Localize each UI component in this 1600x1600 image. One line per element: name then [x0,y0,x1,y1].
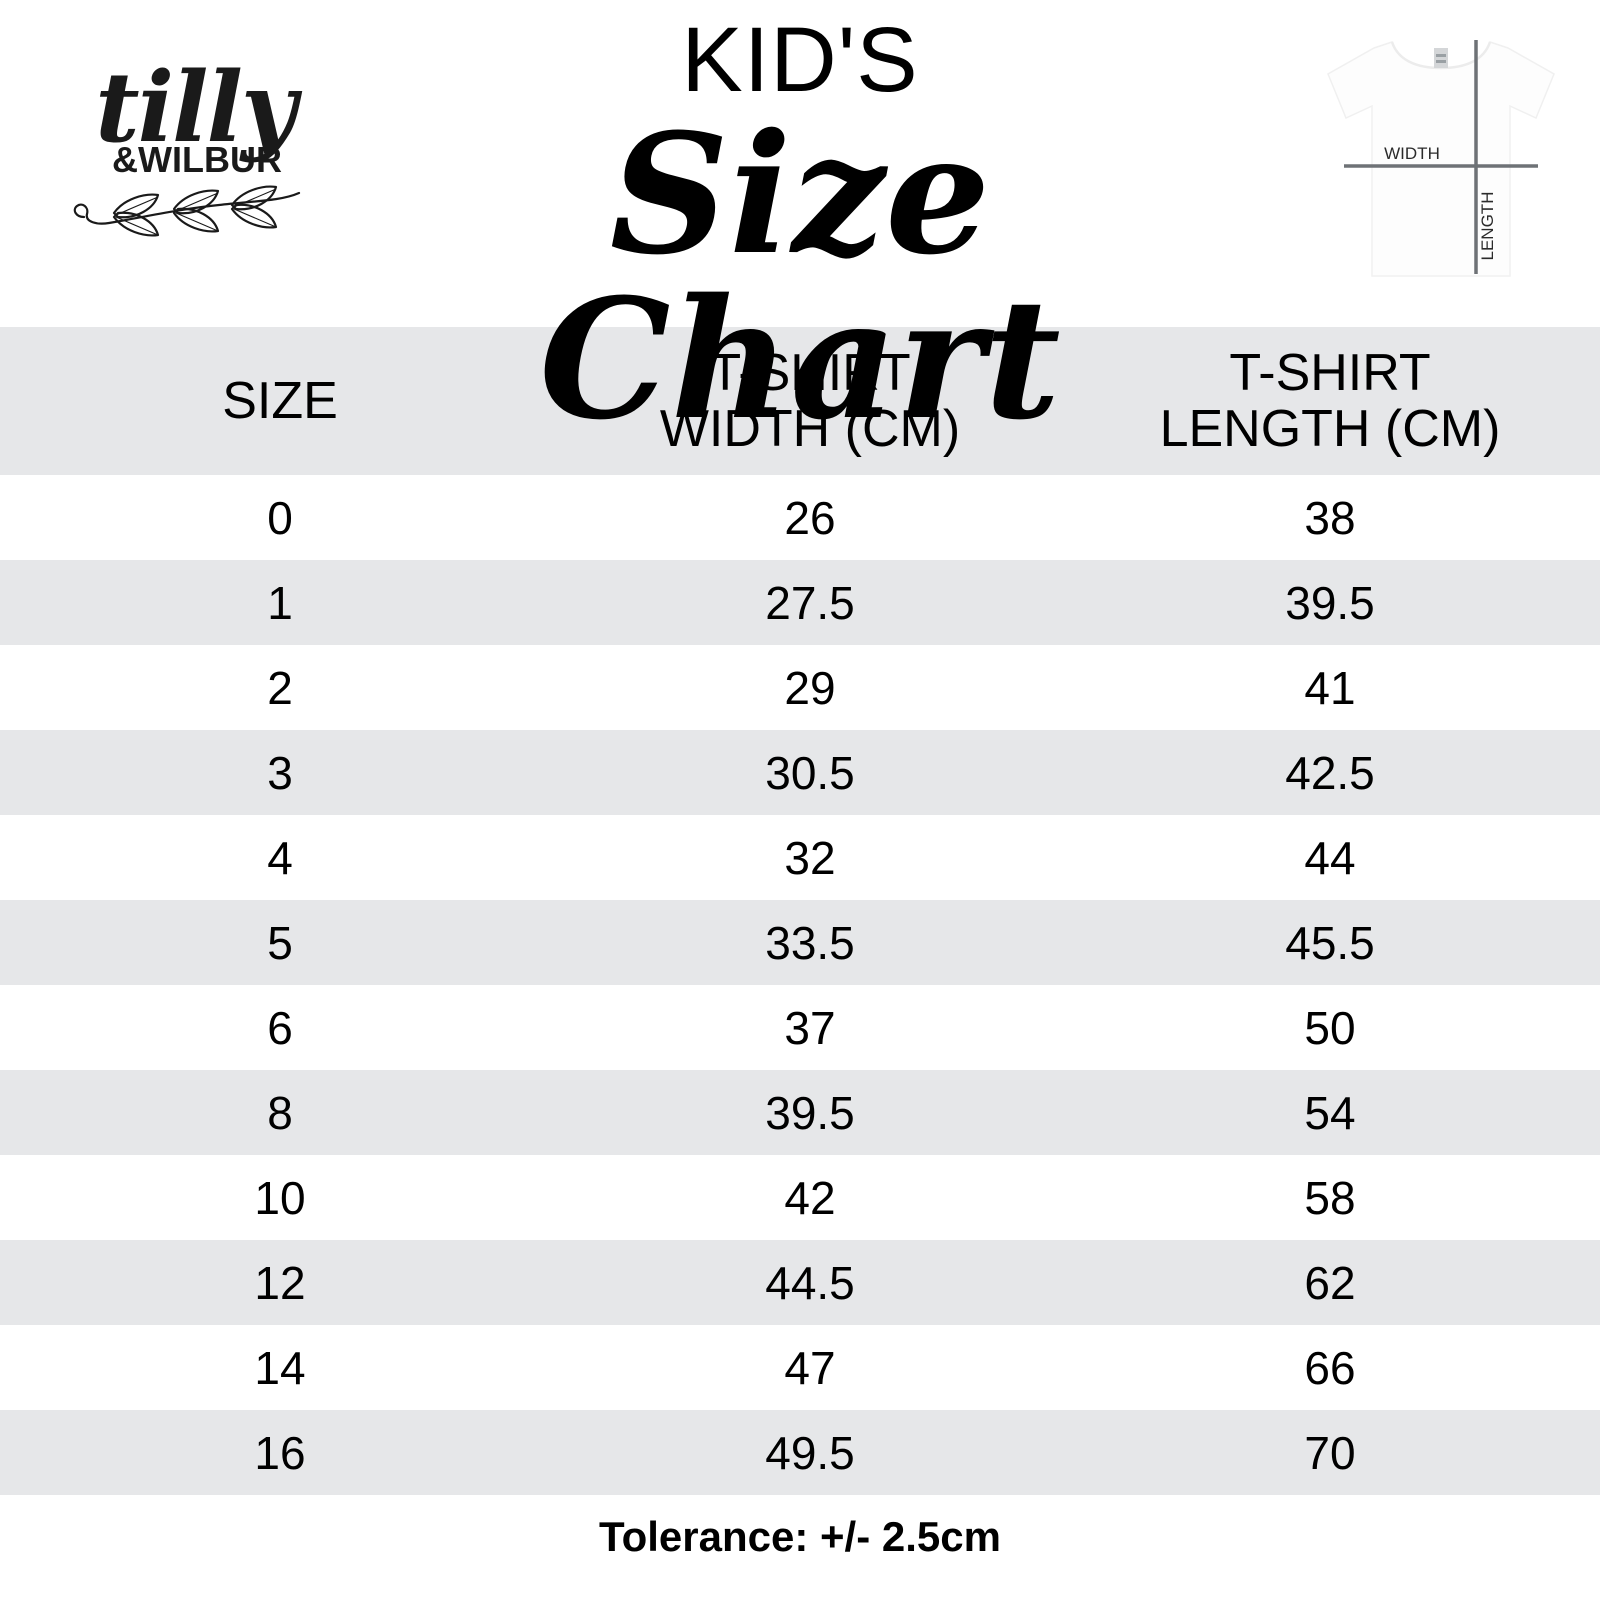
width-label: WIDTH [1384,144,1440,163]
cell-length: 41 [1060,645,1600,730]
cell-length: 70 [1060,1410,1600,1495]
cell-size: 16 [0,1410,560,1495]
cell-width: 37 [560,985,1060,1070]
table-row: 10 42 58 [0,1155,1600,1240]
cell-size: 0 [0,475,560,560]
cell-length: 44 [1060,815,1600,900]
tshirt-icon: WIDTH LENGTH [1327,40,1555,277]
table-row: 2 29 41 [0,645,1600,730]
table-row: 4 32 44 [0,815,1600,900]
tshirt-measurement-diagram: WIDTH LENGTH [1316,26,1566,284]
table-row: 6 37 50 [0,985,1600,1070]
cell-width: 44.5 [560,1240,1060,1325]
table-row: 12 44.5 62 [0,1240,1600,1325]
table-header: SIZE T-SHIRT WIDTH (CM) T-SHIRT LENGTH (… [0,327,1600,475]
cell-length: 38 [1060,475,1600,560]
cell-size: 6 [0,985,560,1070]
cell-length: 66 [1060,1325,1600,1410]
cell-length: 50 [1060,985,1600,1070]
table-row: 8 39.5 54 [0,1070,1600,1155]
cell-size: 12 [0,1240,560,1325]
size-chart-table: SIZE T-SHIRT WIDTH (CM) T-SHIRT LENGTH (… [0,327,1600,1495]
table-row: 1 27.5 39.5 [0,560,1600,645]
cell-size: 5 [0,900,560,985]
leaf-branch-icon [66,183,322,244]
cell-length: 54 [1060,1070,1600,1155]
cell-length: 39.5 [1060,560,1600,645]
cell-width: 49.5 [560,1410,1060,1495]
column-header-width-line1: T-SHIRT [709,343,911,402]
column-header-length: T-SHIRT LENGTH (CM) [1060,327,1600,475]
cell-size: 8 [0,1070,560,1155]
column-header-width-line2: WIDTH (CM) [659,400,961,458]
cell-width: 30.5 [560,730,1060,815]
table-row: 5 33.5 45.5 [0,900,1600,985]
column-header-length-line2: LENGTH (CM) [1159,400,1501,458]
cell-size: 1 [0,560,560,645]
length-label: LENGTH [1478,192,1497,261]
cell-size: 10 [0,1155,560,1240]
column-header-length-line1: T-SHIRT [1229,343,1431,402]
column-header-size: SIZE [0,327,560,475]
table-header-row: SIZE T-SHIRT WIDTH (CM) T-SHIRT LENGTH (… [0,327,1600,475]
table-row: 0 26 38 [0,475,1600,560]
table-row: 14 47 66 [0,1325,1600,1410]
title-block: KID'S Size Chart [330,0,1270,442]
page-title: Size Chart [539,97,1061,456]
tolerance-note: Tolerance: +/- 2.5cm [599,1513,1001,1560]
brand-logo: tilly &WILBUR [62,51,322,262]
cell-width: 29 [560,645,1060,730]
page-header: tilly &WILBUR KID'S Size Cha [0,0,1600,442]
cell-width: 27.5 [560,560,1060,645]
cell-length: 58 [1060,1155,1600,1240]
table-row: 16 49.5 70 [0,1410,1600,1495]
cell-size: 4 [0,815,560,900]
brand-name-sub: &WILBUR [112,139,282,181]
cell-size: 14 [0,1325,560,1410]
cell-size: 2 [0,645,560,730]
table-body: 0 26 38 1 27.5 39.5 2 29 41 3 30.5 42.5 4 32 44 5 33.5 45… [0,475,1600,1495]
cell-length: 62 [1060,1240,1600,1325]
cell-width: 42 [560,1155,1060,1240]
brand-name-script: tilly [95,51,297,164]
cell-width: 33.5 [560,900,1060,985]
table-row: 3 30.5 42.5 [0,730,1600,815]
column-header-size-label: SIZE [222,371,338,430]
cell-length: 45.5 [1060,900,1600,985]
column-header-width: T-SHIRT WIDTH (CM) [560,327,1060,475]
cell-length: 42.5 [1060,730,1600,815]
cell-width: 39.5 [560,1070,1060,1155]
cell-width: 32 [560,815,1060,900]
cell-width: 47 [560,1325,1060,1410]
cell-width: 26 [560,475,1060,560]
page-kicker: KID'S [681,9,919,111]
cell-size: 3 [0,730,560,815]
